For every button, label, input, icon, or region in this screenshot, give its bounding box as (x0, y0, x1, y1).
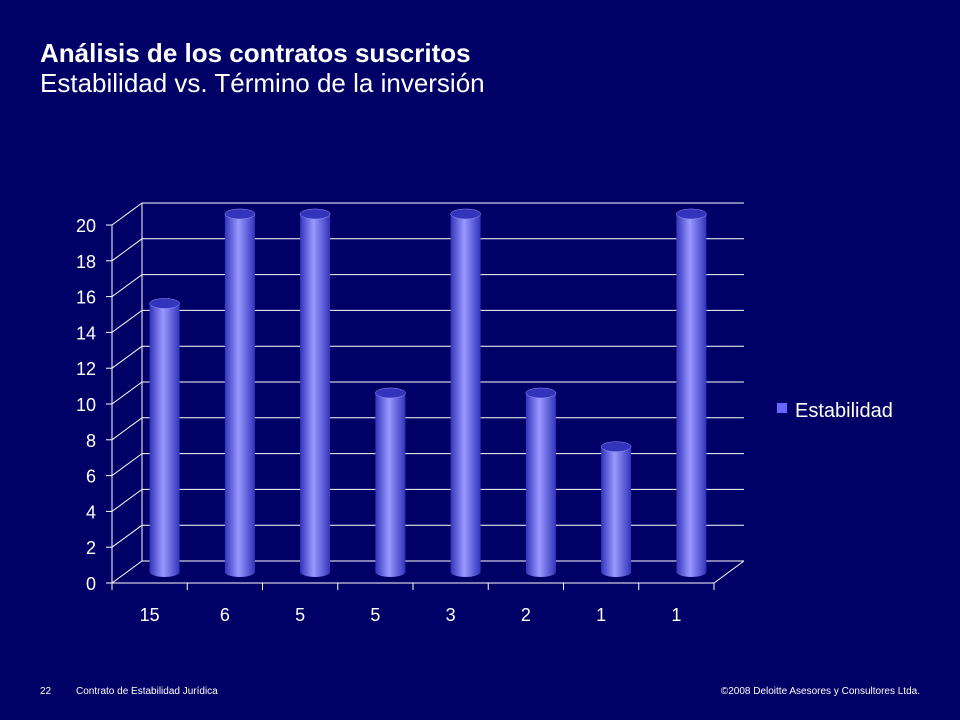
bar-top (375, 387, 406, 399)
x-tick-label: 5 (370, 605, 380, 625)
chart-bars (149, 208, 707, 577)
y-tick-label: 10 (76, 395, 96, 415)
chart-grid (111, 202, 744, 584)
gridline-depth (111, 524, 143, 548)
bar-body (149, 303, 180, 577)
bar-body (676, 214, 707, 577)
bar (375, 387, 406, 577)
y-tick-label: 0 (86, 574, 96, 594)
footer-copyright: ©2008 Deloitte Asesores y Consultores Lt… (720, 686, 920, 697)
footer-left-text: Contrato de Estabilidad Jurídica (76, 686, 218, 697)
x-tick-label: 6 (220, 605, 230, 625)
gridline-depth (111, 453, 143, 477)
bar-top (676, 208, 707, 220)
title-block: Análisis de los contratos suscritos Esta… (40, 38, 485, 98)
chart-labels: 0 2 4 6 8 10 12 14 16 18 20 15 6 5 5 3 2 1 1 (76, 216, 681, 625)
y-tick-label: 14 (76, 323, 96, 343)
y-tick-label: 16 (76, 288, 96, 308)
bar-body (224, 214, 255, 577)
x-tick-label: 15 (140, 605, 160, 625)
bar (224, 208, 256, 577)
bar (149, 298, 180, 577)
y-tick-label: 8 (86, 431, 96, 451)
bar-top (525, 387, 557, 399)
x-tick-label: 5 (295, 605, 305, 625)
slide-title: Análisis de los contratos suscritos (40, 38, 471, 68)
bar-top (299, 208, 331, 220)
x-tick-label: 3 (446, 605, 456, 625)
gridline-depth (111, 274, 143, 298)
y-tick-label: 12 (76, 359, 96, 379)
page-number: 22 (40, 686, 52, 697)
bar-body (525, 393, 556, 577)
bar-top (600, 441, 632, 452)
gridline-depth (111, 417, 143, 441)
y-tick-label: 18 (76, 252, 96, 272)
bar (676, 208, 707, 577)
gridline-depth (111, 309, 143, 333)
gridline-depth (111, 238, 143, 262)
gridline-depth (111, 488, 143, 512)
x-tick-label: 1 (596, 605, 606, 625)
chart-axes (106, 203, 745, 590)
y-tick-label: 2 (86, 538, 96, 558)
x-tick-label: 1 (671, 605, 681, 625)
bar-top (450, 208, 481, 220)
bar-body (300, 214, 331, 577)
legend-swatch (777, 403, 787, 413)
y-tick-label: 6 (86, 467, 96, 487)
y-tick-label: 4 (86, 502, 96, 522)
floor-edge (713, 560, 745, 584)
bar-body (450, 214, 481, 577)
gridline-depth (111, 202, 143, 226)
y-tick-label: 20 (76, 216, 96, 236)
gridline-depth (111, 345, 143, 369)
gridline-depth (111, 381, 143, 405)
legend-label: Estabilidad (795, 400, 893, 422)
bar-top (224, 208, 256, 220)
bar (600, 441, 632, 577)
gridline-depth (111, 560, 143, 584)
slide-subtitle: Estabilidad vs. Término de la inversión (40, 68, 485, 98)
bar (450, 208, 481, 577)
bar (299, 208, 331, 577)
chart-legend: Estabilidad (777, 400, 893, 422)
bar-body (601, 446, 632, 577)
bar-top (149, 298, 180, 309)
x-tick-label: 2 (521, 605, 531, 625)
bar (525, 387, 557, 577)
bar-body (375, 393, 406, 577)
